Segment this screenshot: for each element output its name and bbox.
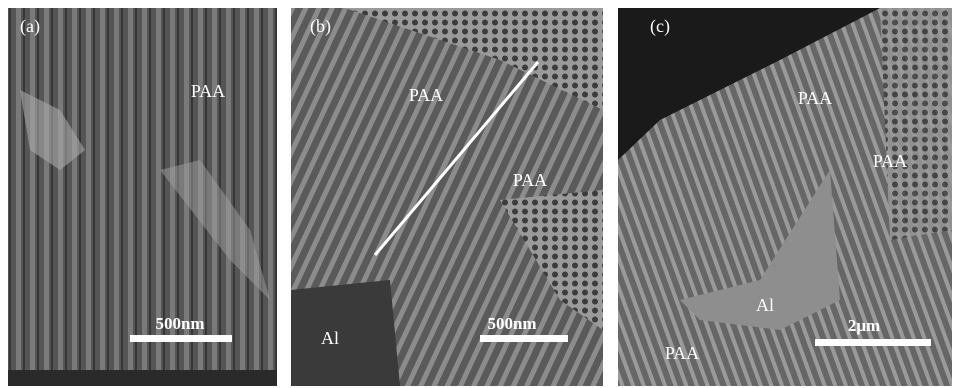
annotation: PAA <box>665 343 699 363</box>
scale-bar-label: 2μm <box>848 316 880 335</box>
panel-a: (a) PAA 500nm <box>8 8 277 386</box>
panel-c: (c) PAA PAA Al PAA 2μm <box>618 8 952 386</box>
al-region <box>291 280 400 386</box>
annotation: PAA <box>513 170 547 190</box>
panel-label: (c) <box>650 16 670 37</box>
panel-label: (b) <box>310 16 331 37</box>
panel-b: (b) PAA PAA Al 500nm <box>291 8 603 386</box>
scale-bar <box>815 339 931 346</box>
pore-surface <box>880 8 952 240</box>
annotation: Al <box>321 328 339 348</box>
scale-bar-label: 500nm <box>155 314 204 333</box>
annotation: PAA <box>191 81 225 101</box>
annotation: PAA <box>798 88 832 108</box>
panel-label: (a) <box>20 16 40 37</box>
scale-bar <box>480 335 568 342</box>
annotation: Al <box>756 295 774 315</box>
scale-bar-label: 500nm <box>487 314 536 333</box>
annotation: PAA <box>873 151 907 171</box>
base <box>8 370 277 386</box>
figure: (a) PAA 500nm (b) PAA PAA Al 500nm (c) P… <box>0 0 960 388</box>
shade <box>8 8 277 386</box>
annotation: PAA <box>409 85 443 105</box>
scale-bar <box>130 335 232 342</box>
